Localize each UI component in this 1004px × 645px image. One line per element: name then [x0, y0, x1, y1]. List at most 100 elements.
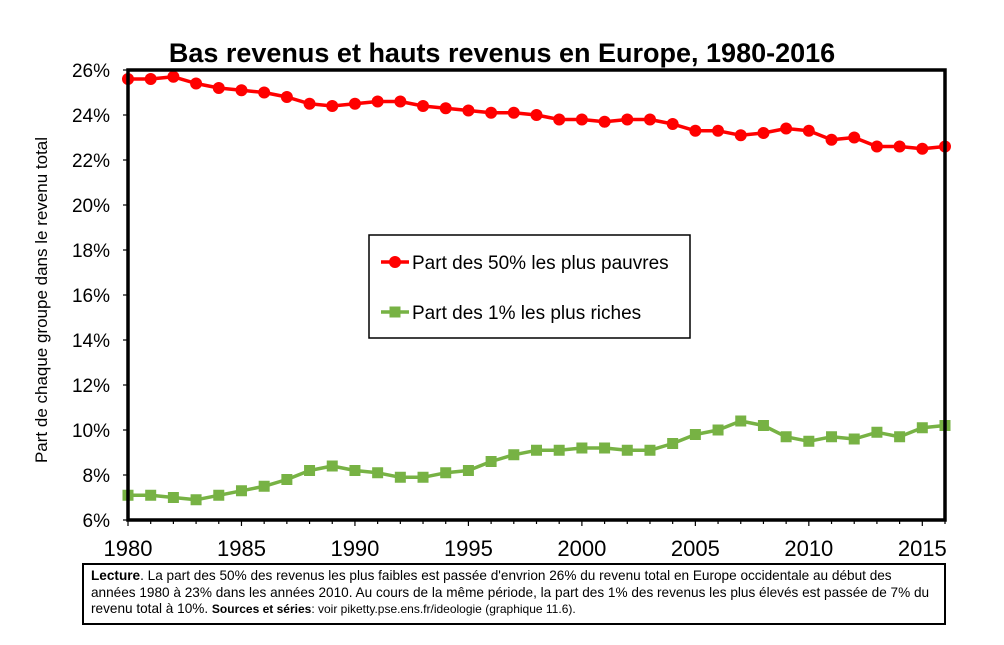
y-tick-label: 26%: [72, 61, 110, 82]
note-sources-label: Sources et séries: [211, 602, 312, 616]
data-point: [326, 460, 338, 472]
data-point: [144, 73, 157, 85]
data-point: [643, 113, 656, 126]
data-point: [802, 124, 815, 137]
data-point: [439, 102, 452, 115]
y-tick-label: 24%: [72, 106, 110, 127]
data-point: [190, 77, 203, 90]
data-point: [598, 115, 611, 128]
data-point: [871, 426, 883, 438]
legend-label: Part des 1% les plus riches: [412, 303, 641, 324]
note-lecture-label: Lecture: [91, 568, 141, 583]
data-point: [757, 127, 770, 139]
legend-label: Part des 50% les plus pauvres: [412, 253, 669, 274]
plot-frame: [126, 68, 947, 522]
data-point: [689, 124, 702, 137]
data-point: [394, 95, 407, 108]
data-point: [394, 471, 406, 483]
chart-title: Bas revenus et hauts revenus en Europe, …: [168, 38, 836, 68]
data-point: [417, 100, 430, 112]
data-point: [303, 97, 316, 110]
y-tick-label: 20%: [72, 196, 110, 217]
data-point: [894, 431, 906, 443]
data-point: [258, 480, 270, 492]
data-point: [235, 84, 248, 97]
data-point: [145, 489, 157, 501]
y-tick-label: 6%: [83, 511, 111, 532]
y-tick-label: 12%: [72, 376, 110, 397]
data-point: [576, 442, 588, 454]
data-point: [371, 95, 384, 108]
data-point: [599, 442, 611, 454]
legend-entry: Part des 1% les plus riches: [381, 303, 641, 324]
legend-box: [368, 234, 691, 339]
legend-marker: [389, 256, 401, 268]
data-point: [667, 438, 679, 449]
series-layer: [122, 70, 951, 506]
data-point: [348, 97, 361, 110]
data-point: [916, 422, 928, 434]
data-point: [531, 444, 542, 456]
data-point: [621, 444, 633, 456]
x-tick-label: 1990: [330, 536, 379, 561]
data-point: [372, 467, 384, 479]
data-point: [281, 474, 293, 485]
y-tick-label: 22%: [72, 151, 110, 172]
y-tick-label: 14%: [72, 331, 110, 352]
data-point: [508, 449, 520, 461]
reading-note: Lecture. La part des 50% des revenus les…: [82, 563, 946, 625]
data-point: [916, 142, 929, 155]
data-point: [280, 91, 293, 103]
x-tick-label: 1980: [104, 536, 153, 561]
series-2: [122, 415, 951, 506]
data-point: [326, 100, 339, 112]
data-point: [644, 444, 656, 456]
series-1: [122, 70, 951, 155]
note-lecture-text: . La part des 50% des revenus les plus f…: [91, 568, 930, 616]
data-point: [712, 424, 724, 436]
data-point: [712, 124, 725, 137]
data-point: [757, 420, 769, 431]
data-point: [530, 109, 543, 121]
y-tick-label: 18%: [72, 241, 110, 262]
data-point: [825, 133, 838, 146]
legend: Part des 50% les plus pauvres Part des 1%…: [368, 234, 691, 339]
data-point: [507, 106, 520, 119]
data-point: [553, 444, 565, 456]
data-point: [258, 86, 271, 99]
data-point: [462, 104, 475, 117]
data-point: [803, 435, 815, 447]
data-point: [553, 113, 566, 126]
data-point: [485, 106, 498, 119]
data-point: [212, 82, 225, 94]
x-tick-labels: 1980 1985 1990 1995 2000 2005 2010 2015: [104, 520, 947, 561]
data-point: [735, 415, 747, 427]
y-tick-label: 8%: [83, 466, 111, 487]
x-tick-label: 2000: [557, 536, 606, 561]
data-point: [167, 492, 179, 503]
y-tick-labels: 6% 8% 10% 12% 14% 16% 18% 20% 22% 24% 26%: [72, 61, 128, 532]
x-tick-label: 1995: [444, 536, 493, 561]
data-point: [848, 131, 861, 144]
data-point: [848, 433, 860, 445]
data-point: [304, 465, 316, 476]
x-tick-label: 1985: [217, 536, 266, 561]
legend-marker: [389, 306, 401, 318]
data-point: [485, 456, 497, 467]
data-point: [235, 485, 247, 497]
data-point: [462, 465, 474, 476]
data-point: [349, 465, 361, 476]
x-tick-label: 2005: [671, 536, 720, 561]
data-point: [734, 129, 747, 142]
data-point: [417, 471, 429, 483]
series-line: [128, 419, 946, 502]
y-tick-label: 16%: [72, 286, 110, 307]
data-point: [575, 113, 588, 126]
data-point: [893, 140, 906, 153]
data-point: [213, 489, 225, 501]
data-point: [689, 429, 701, 440]
data-point: [440, 467, 452, 479]
data-point: [621, 113, 634, 126]
legend-entry: Part des 50% les plus pauvres: [381, 253, 669, 274]
